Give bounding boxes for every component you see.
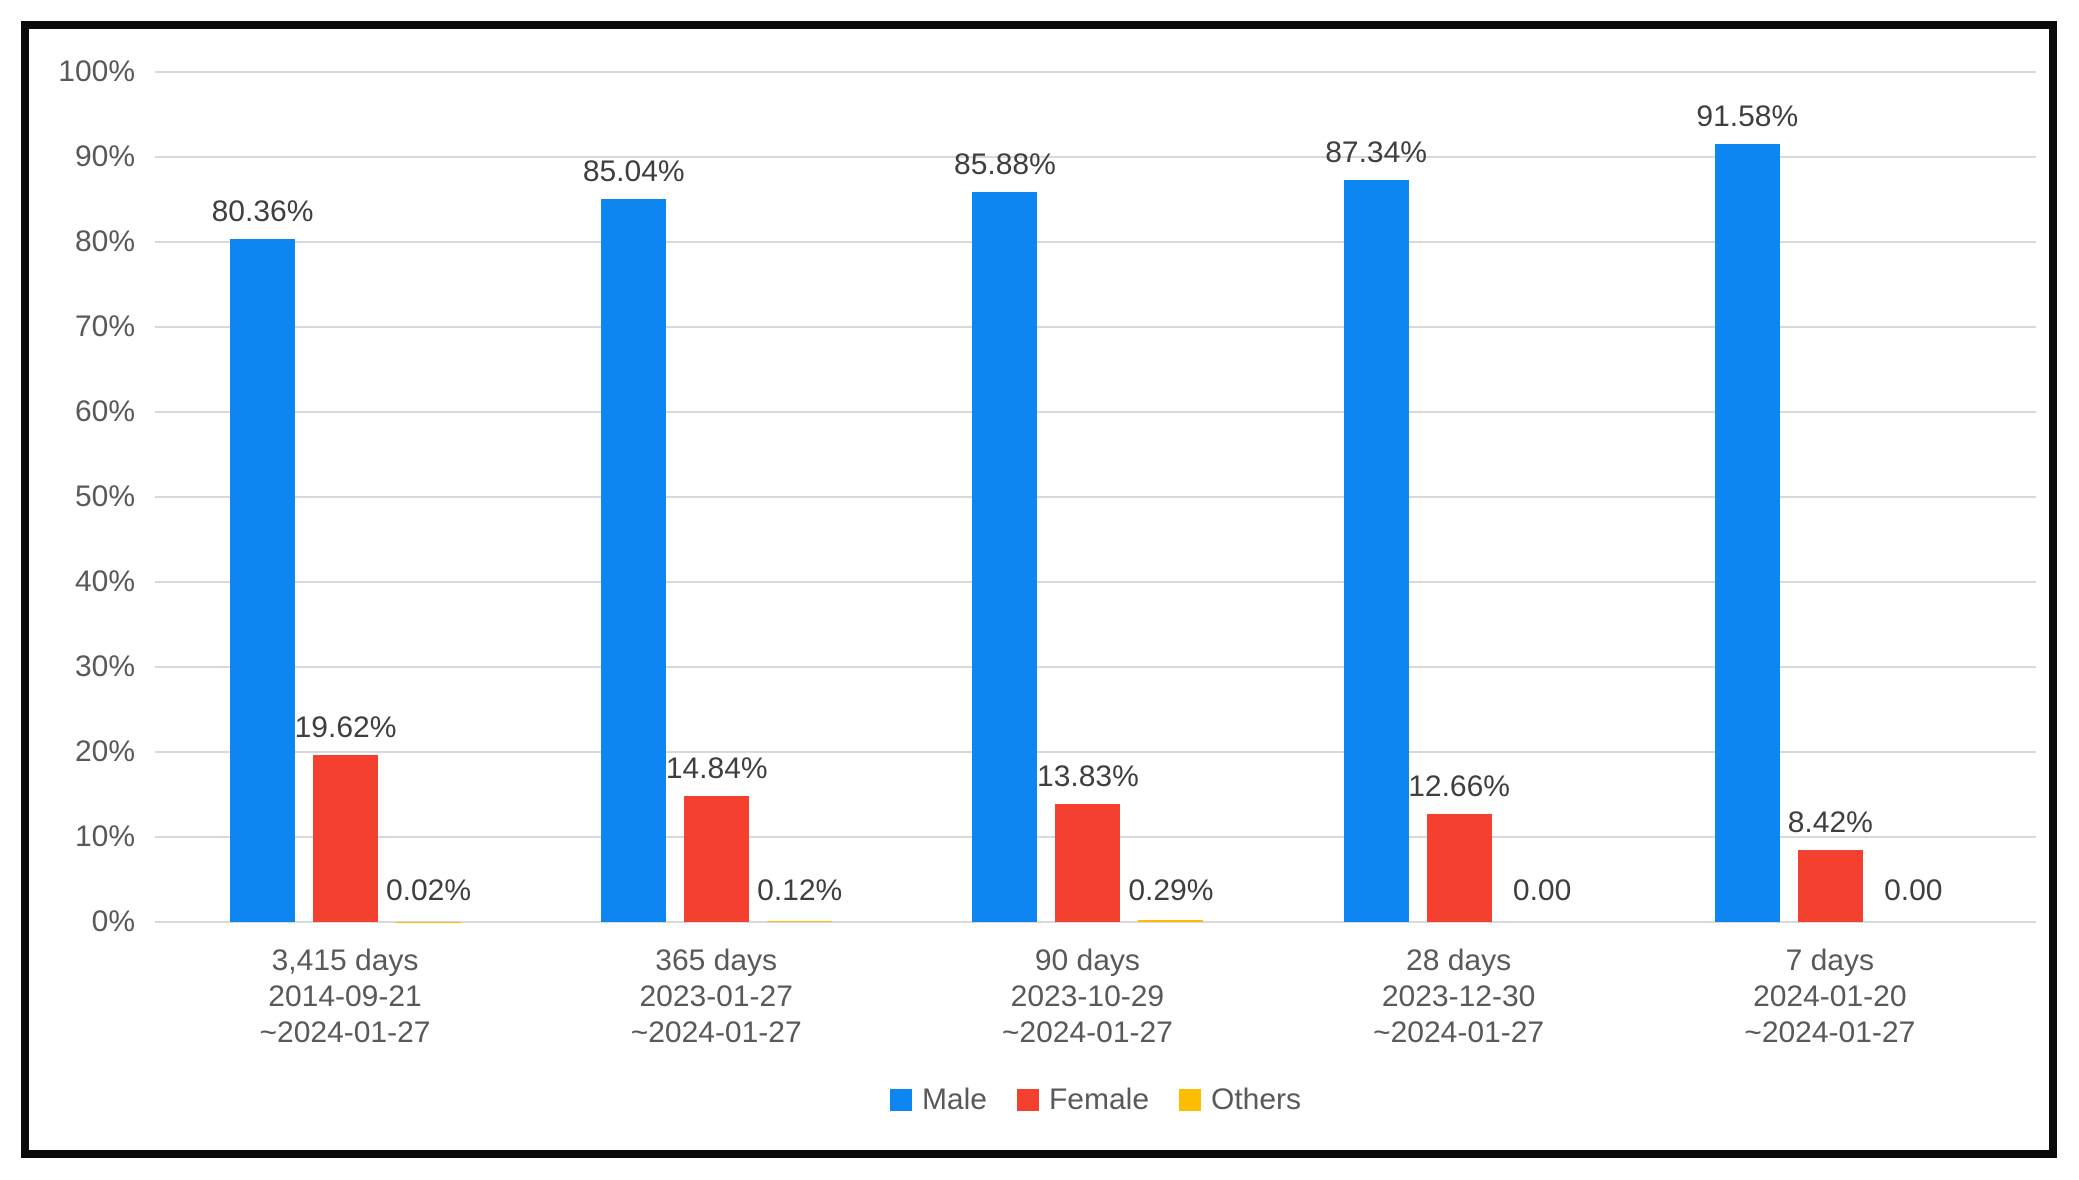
bar-value-label-male: 85.04% bbox=[582, 155, 685, 189]
bar-value-label-male: 91.58% bbox=[1696, 99, 1799, 133]
x-axis-category-line: ~2024-01-27 bbox=[1001, 1016, 1173, 1049]
gridline bbox=[155, 326, 2036, 328]
bar-value-label-female: 19.62% bbox=[294, 711, 397, 745]
x-axis-category-label: 7 days 2024-01-20 ~2024-01-27 bbox=[1630, 943, 2030, 1051]
legend-label: Male bbox=[921, 1083, 987, 1116]
y-tick-label: 90% bbox=[74, 140, 135, 173]
x-axis-category-line: ~2024-01-27 bbox=[1744, 1016, 1916, 1049]
x-axis-category-label: 90 days 2023-10-29 ~2024-01-27 bbox=[887, 943, 1287, 1051]
bar-value-label-others: 0.00 bbox=[1512, 874, 1572, 907]
y-tick-label: 60% bbox=[74, 395, 135, 428]
gridline bbox=[155, 71, 2036, 73]
y-tick-label: 80% bbox=[74, 225, 135, 258]
legend-swatch-male-icon bbox=[889, 1089, 912, 1111]
x-axis-category-line: 2023-10-29 bbox=[1010, 980, 1165, 1013]
x-axis-category-label: 3,415 days 2014-09-21 ~2024-01-27 bbox=[145, 943, 545, 1051]
legend-item-male[interactable]: Male bbox=[889, 1083, 987, 1117]
x-axis-category-line: 365 days bbox=[655, 944, 778, 977]
bar-male[interactable] bbox=[1714, 143, 1780, 922]
y-tick-label: 70% bbox=[74, 310, 135, 343]
legend-label: Others bbox=[1211, 1083, 1302, 1116]
x-axis-category-line: 2014-09-21 bbox=[268, 980, 422, 1013]
bar-value-label-male: 87.34% bbox=[1325, 135, 1427, 169]
x-axis-category-line: ~2024-01-27 bbox=[1373, 1016, 1545, 1049]
gridline bbox=[155, 411, 2036, 413]
legend-swatch-female-icon bbox=[1016, 1089, 1039, 1111]
bar-value-label-others: 0.12% bbox=[757, 874, 843, 907]
x-axis-category-line: 28 days bbox=[1406, 944, 1512, 977]
legend-swatch-others-icon bbox=[1179, 1089, 1202, 1111]
bar-value-label-female: 13.83% bbox=[1037, 760, 1139, 794]
bar-others[interactable] bbox=[1138, 919, 1204, 922]
bar-value-label-male: 80.36% bbox=[211, 194, 314, 228]
x-axis-category-line: 2024-01-20 bbox=[1753, 980, 1907, 1013]
bar-value-label-others: 0.02% bbox=[385, 874, 472, 907]
bar-value-label-female: 12.66% bbox=[1408, 770, 1510, 804]
bar-female[interactable] bbox=[1055, 804, 1121, 922]
legend-label: Female bbox=[1048, 1083, 1150, 1116]
legend-item-others[interactable]: Others bbox=[1179, 1083, 1301, 1117]
plot-area: 0% 10% 20% 30% 40% 50% 60% 70% 80% 90% 100% 80.36% 1… bbox=[29, 29, 2049, 1150]
bar-male[interactable] bbox=[1343, 179, 1409, 922]
y-tick-label: 30% bbox=[74, 650, 135, 683]
y-tick-label: 10% bbox=[74, 820, 135, 853]
x-axis-category-label: 28 days 2023-12-30 ~2024-01-27 bbox=[1259, 943, 1659, 1051]
bar-male[interactable] bbox=[230, 238, 295, 922]
x-axis-category-label: 365 days 2023-01-27 ~2024-01-27 bbox=[516, 943, 916, 1051]
bar-others[interactable] bbox=[767, 920, 833, 922]
gridline bbox=[155, 666, 2036, 668]
x-axis-category-line: 2023-12-30 bbox=[1381, 980, 1536, 1013]
bar-value-label-female: 8.42% bbox=[1787, 806, 1873, 840]
x-axis-category-line: 7 days bbox=[1785, 944, 1874, 977]
bar-female[interactable] bbox=[1426, 814, 1492, 922]
y-tick-label: 40% bbox=[74, 565, 135, 598]
x-axis-category-line: ~2024-01-27 bbox=[630, 1016, 802, 1049]
bar-female[interactable] bbox=[313, 755, 378, 922]
chart-frame: 0% 10% 20% 30% 40% 50% 60% 70% 80% 90% 100% 80.36% 1… bbox=[21, 21, 2057, 1158]
gridline bbox=[155, 751, 2036, 753]
y-tick-label: 100% bbox=[58, 55, 135, 88]
bar-value-label-male: 85.88% bbox=[954, 148, 1056, 182]
gridline bbox=[155, 496, 2036, 498]
gridline bbox=[155, 241, 2036, 243]
bar-value-label-others: 0.29% bbox=[1128, 874, 1214, 907]
gridline bbox=[155, 156, 2036, 158]
y-tick-label: 0% bbox=[91, 905, 135, 938]
bar-female[interactable] bbox=[1797, 850, 1863, 922]
bar-value-label-female: 14.84% bbox=[665, 751, 768, 785]
y-tick-label: 50% bbox=[74, 480, 135, 513]
bar-value-label-others: 0.00 bbox=[1884, 874, 1943, 907]
bar-male[interactable] bbox=[972, 192, 1038, 922]
x-axis-category-line: 3,415 days bbox=[271, 944, 419, 977]
x-axis-category-line: ~2024-01-27 bbox=[259, 1016, 431, 1049]
legend: Male Female Others bbox=[155, 1083, 2036, 1117]
y-tick-label: 20% bbox=[74, 735, 135, 768]
gridline bbox=[155, 581, 2036, 583]
bar-male[interactable] bbox=[601, 199, 667, 922]
x-axis-category-line: 90 days bbox=[1034, 944, 1140, 977]
legend-item-female[interactable]: Female bbox=[1016, 1083, 1150, 1117]
x-axis-category-line: 2023-01-27 bbox=[639, 980, 793, 1013]
bar-female[interactable] bbox=[684, 795, 750, 922]
gridline bbox=[155, 921, 2036, 923]
